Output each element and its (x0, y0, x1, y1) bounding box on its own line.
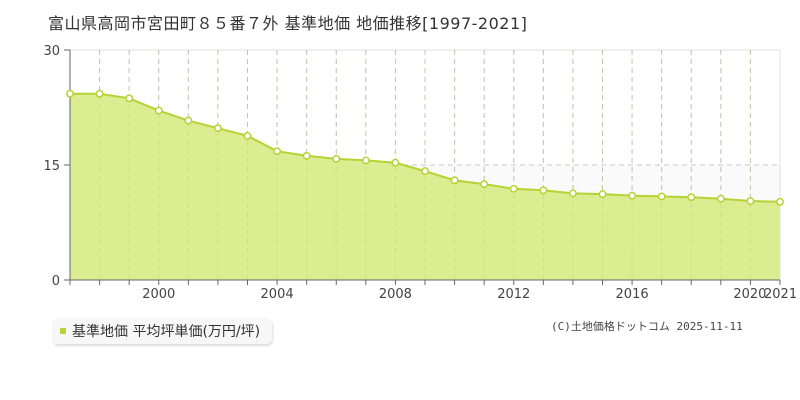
data-point-marker (657, 192, 666, 201)
data-point-marker (539, 186, 548, 195)
data-point-marker (421, 167, 429, 176)
data-point-marker (598, 190, 607, 199)
legend: 基準地価 平均坪単価(万円/坪) (52, 318, 273, 344)
data-point-marker (391, 158, 400, 167)
data-point-marker (746, 197, 755, 205)
data-point-marker (450, 176, 459, 185)
x-tick-label: 2020 (733, 287, 766, 302)
data-point-marker (66, 89, 74, 98)
data-point-marker (509, 184, 518, 193)
price-area-series (70, 50, 781, 280)
legend-label: 基準地価 平均坪単価(万円/坪) (72, 324, 261, 340)
data-point-marker (687, 193, 696, 202)
y-tick-label: 0 (52, 274, 60, 289)
data-point-marker (302, 151, 311, 160)
data-point-marker (332, 154, 341, 163)
chart-title: 富山県高岡市宮田町８５番７外 基準地価 地価推移[1997-2021] (48, 14, 528, 33)
data-point-marker (568, 189, 577, 198)
y-tick-label: 30 (43, 44, 60, 59)
x-tick-label: 2000 (142, 287, 175, 302)
area-fill (70, 93, 780, 280)
x-tick-label: 2016 (616, 287, 649, 302)
data-point-marker (361, 156, 370, 165)
data-point-marker (480, 180, 489, 189)
data-point-marker (184, 116, 193, 125)
y-tick-label: 15 (43, 159, 60, 174)
legend-square-icon (60, 328, 66, 334)
copyright-text: (C)土地価格ドットコム 2025-11-11 (551, 320, 743, 333)
data-point-marker (776, 197, 784, 206)
data-point-marker (154, 106, 163, 115)
x-tick-label: 2021 (764, 287, 797, 302)
data-point-marker (243, 131, 252, 140)
axes (64, 49, 781, 285)
x-tick-label: 2004 (261, 287, 294, 302)
x-tick-label: 2008 (379, 287, 412, 302)
data-point-marker (125, 94, 134, 103)
data-point-marker (273, 147, 282, 156)
data-point-marker (213, 124, 222, 133)
data-point-marker (95, 89, 104, 98)
data-point-marker (628, 191, 637, 200)
data-point-markers (66, 89, 784, 206)
x-tick-label: 2012 (497, 287, 530, 302)
data-point-marker (716, 194, 725, 203)
